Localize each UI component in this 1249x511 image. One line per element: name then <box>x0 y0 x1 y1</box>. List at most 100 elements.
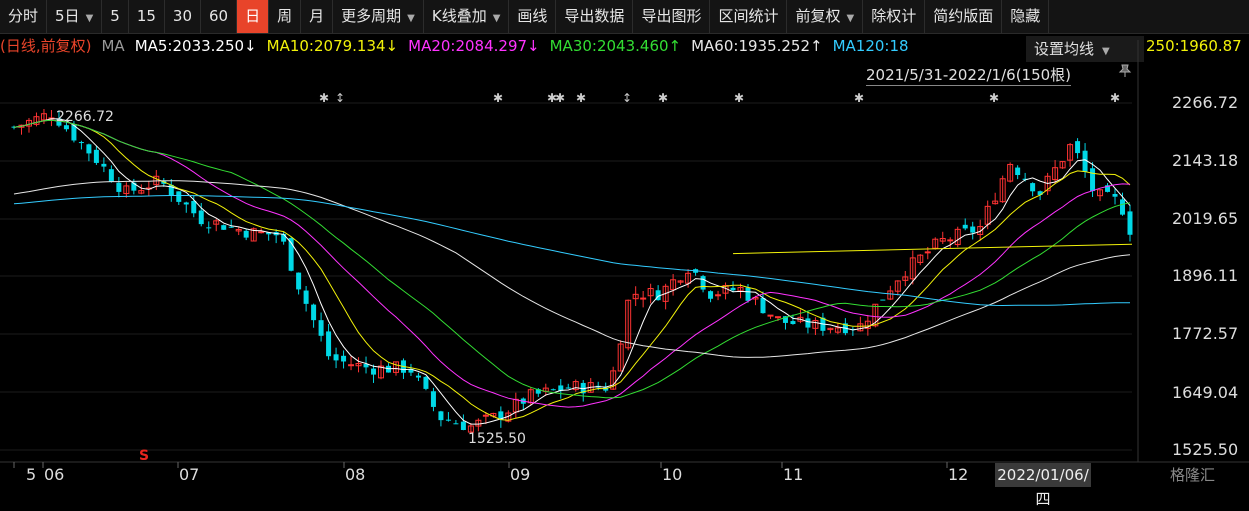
candle-body <box>632 293 639 300</box>
candle <box>183 201 189 213</box>
y-tick: 2266.72 <box>1172 93 1239 112</box>
candle <box>93 145 99 165</box>
event-marker-icon: ✱ <box>547 91 557 105</box>
candle <box>512 392 519 418</box>
event-marker-icon: ✱ <box>319 91 329 105</box>
chevron-down-icon: ▼ <box>1102 46 1110 57</box>
candle <box>917 254 924 266</box>
candle <box>460 414 466 431</box>
ma250-line <box>732 243 1133 255</box>
candle-body <box>1052 167 1059 181</box>
candle-body <box>326 331 332 357</box>
candle-body <box>864 320 871 329</box>
candle <box>617 340 624 372</box>
candle <box>932 237 939 250</box>
tab-daily[interactable]: 日 <box>237 0 270 33</box>
x-tick: 09 <box>510 465 531 484</box>
candle <box>475 418 482 432</box>
ma5-line <box>13 118 1131 425</box>
candle <box>842 318 848 336</box>
candle-body <box>550 389 556 391</box>
candle-body <box>850 328 856 330</box>
draw-line-button[interactable]: 画线 <box>509 0 557 33</box>
candle <box>864 314 871 336</box>
candle-body <box>243 230 249 238</box>
candle <box>355 357 362 373</box>
ma20-value: MA20:2084.297↓ <box>408 37 540 55</box>
candle <box>48 110 55 127</box>
candle <box>520 397 526 410</box>
candle-body <box>558 385 564 391</box>
chart-grid <box>0 40 1249 468</box>
ex-rights-button[interactable]: 除权计 <box>863 0 926 33</box>
tab-15min[interactable]: 15 <box>129 0 165 33</box>
candle <box>962 218 968 231</box>
candle-body <box>408 368 414 373</box>
chevron-down-icon: ▼ <box>85 13 94 24</box>
candle-body <box>311 304 317 321</box>
candle-body <box>258 231 265 234</box>
tab-60min[interactable]: 60 <box>201 0 238 33</box>
candlestick-chart[interactable]: ✱ ↕ ✱ ✱✱ ✱ ↕ ✱ ✱ ✱ ✱ ✱ <box>0 0 1249 487</box>
tab-5min[interactable]: 5 <box>102 0 129 33</box>
kline-overlay-menu[interactable]: K线叠加 ▼ <box>424 0 510 33</box>
pin-icon[interactable] <box>1118 64 1132 78</box>
candle-body <box>1007 163 1014 182</box>
tab-weekly[interactable]: 周 <box>269 0 302 33</box>
ma-settings-label: 设置均线 <box>1034 40 1095 58</box>
candle-body <box>191 200 197 214</box>
ma10-value: MA10:2079.134↓ <box>266 37 399 55</box>
candle <box>296 272 302 295</box>
ma-settings-dropdown[interactable]: 设置均线 ▼ <box>1026 36 1144 62</box>
candle <box>482 411 489 425</box>
max-price-label: 2266.72 <box>56 109 114 125</box>
ma5-value: MA5:2033.250↓ <box>134 37 257 55</box>
tab-30min[interactable]: 30 <box>165 0 201 33</box>
candle-body <box>363 364 369 368</box>
tab-5day[interactable]: 5日 ▼ <box>47 0 103 33</box>
candle <box>235 227 242 236</box>
simple-layout-button[interactable]: 简约版面 <box>925 0 1003 33</box>
candle <box>708 290 714 303</box>
candle-body <box>1037 191 1043 195</box>
adjust-mode-menu[interactable]: 前复权 ▼ <box>787 0 864 33</box>
candle <box>1097 188 1104 202</box>
candle-body <box>63 125 69 130</box>
candle-body <box>767 314 774 317</box>
candle-body <box>86 144 92 154</box>
candle-body <box>834 327 841 333</box>
candle-body <box>101 163 107 167</box>
candle-body <box>565 387 571 389</box>
candle-body <box>378 365 385 379</box>
date-range-label[interactable]: 2021/5/31-2022/1/6(150根) <box>866 66 1072 86</box>
chevron-down-icon: ▼ <box>407 13 415 24</box>
export-data-button[interactable]: 导出数据 <box>556 0 634 33</box>
candle-body <box>700 276 706 290</box>
candle-body <box>71 124 77 141</box>
export-image-button[interactable]: 导出图形 <box>633 0 711 33</box>
candle <box>730 281 736 293</box>
candle <box>715 290 722 301</box>
candle-body <box>887 290 894 300</box>
candle <box>333 347 339 369</box>
y-tick: 1772.57 <box>1172 324 1239 343</box>
tab-timeshare[interactable]: 分时 <box>0 0 48 33</box>
candle <box>123 182 130 198</box>
ma60-line <box>13 180 1131 358</box>
hide-button[interactable]: 隐藏 <box>1002 0 1050 33</box>
candle <box>176 191 182 205</box>
tab-monthly[interactable]: 月 <box>301 0 334 33</box>
event-marker-icon: ✱ <box>1110 91 1120 105</box>
more-periods-menu[interactable]: 更多周期 ▼ <box>333 0 424 33</box>
candle-body <box>730 287 736 291</box>
candle <box>722 282 729 300</box>
candle-body <box>183 202 189 205</box>
candle-body <box>647 288 654 297</box>
candle <box>273 229 279 244</box>
candle <box>647 283 654 304</box>
candle <box>550 388 556 391</box>
candle <box>992 192 999 205</box>
x-tick: 07 <box>179 465 200 484</box>
range-stats-button[interactable]: 区间统计 <box>710 0 788 33</box>
candle <box>887 285 894 301</box>
